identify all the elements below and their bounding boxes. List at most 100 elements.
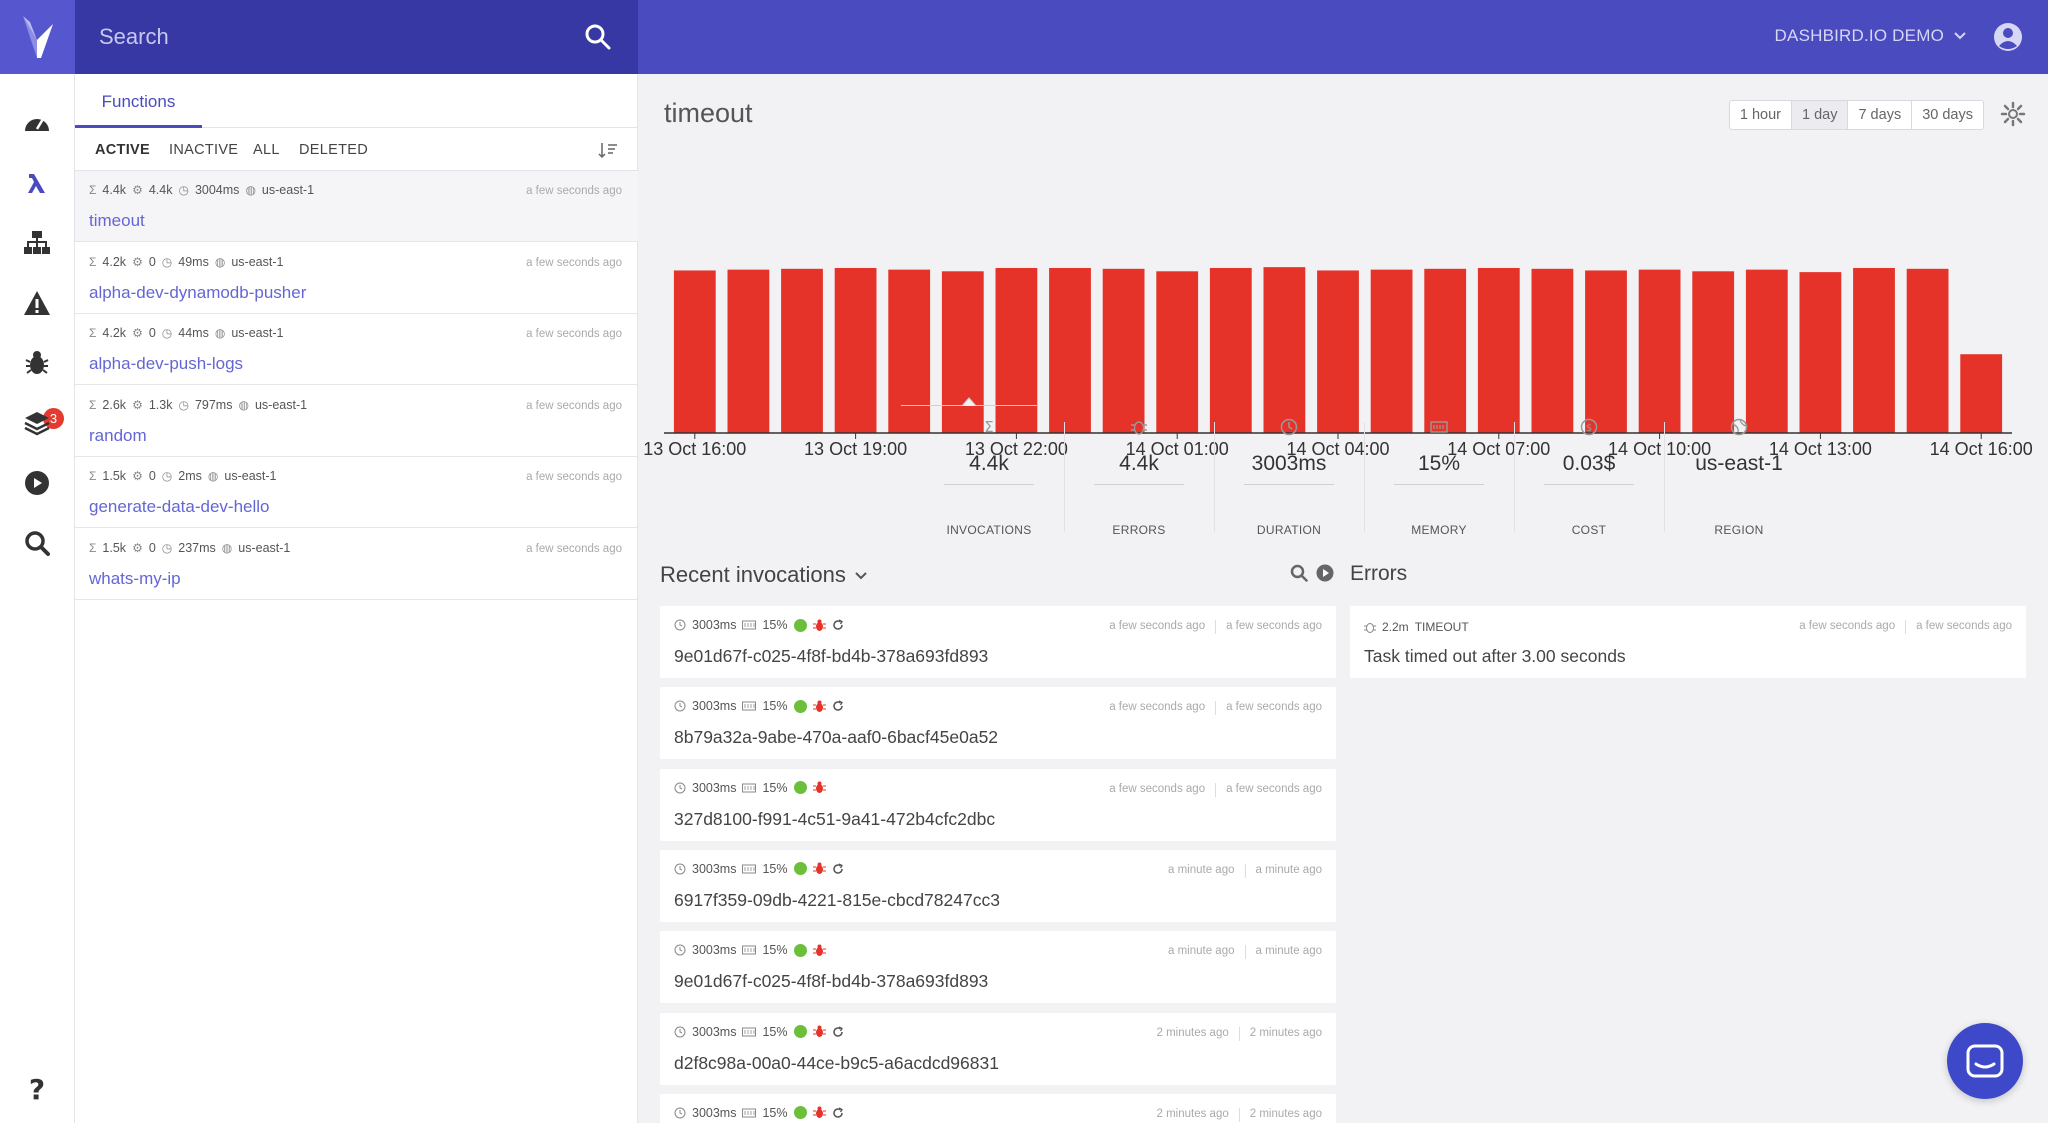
play-circle-icon[interactable] [1316,564,1334,582]
chart-bar[interactable] [1531,268,1574,433]
function-list-item[interactable]: Σ 2.6k ⚙ 1.3k ◷ 797ms ◍ us-east-1 a few seconds … [75,386,638,457]
chart-bar[interactable] [1853,267,1895,433]
architecture-icon[interactable] [22,228,52,258]
range-30-days[interactable]: 30 days [1922,107,1973,123]
metric-duration[interactable]: 3003ms DURATION [1214,406,1364,537]
invocation-card[interactable]: 3003ms 15% 2 minutes ago 2 minutes ago d2f8c… [660,1012,1336,1085]
chart-bar[interactable] [1156,271,1199,433]
metric-value: 3003ms [1251,452,1327,475]
metric-cost[interactable]: $0.03$ COST [1514,406,1664,537]
function-list-item[interactable]: Σ 4.2k ⚙ 0 ◷ 44ms ◍ us-east-1 a few seconds ago a… [75,314,638,385]
metric-underline [1094,484,1184,485]
region: us-east-1 [238,540,291,555]
filter-active[interactable]: ACTIVE [95,142,150,158]
play-circle-icon[interactable] [22,468,52,498]
dashboard-icon[interactable] [22,108,52,138]
invocation-duration: 3003ms [692,861,737,876]
invocation-card[interactable]: 3003ms 15% a few seconds ago a few seconds … [660,768,1336,841]
invocation-times: a few seconds ago a few seconds ago [1109,620,1322,634]
search-icon[interactable] [583,22,613,52]
invocation-card[interactable]: 3003ms 15% a minute ago a minute ago 9e01d67… [660,931,1336,1004]
chart-bar[interactable] [1960,354,2003,433]
function-list-item[interactable]: Σ 4.2k ⚙ 0 ◷ 49ms ◍ us-east-1 a few seconds ago a… [75,243,638,314]
invocation-card[interactable]: 3003ms 15% a few seconds ago a few seconds … [660,606,1336,678]
metric-label: MEMORY [1411,523,1467,537]
errors-title: Errors [1350,562,1408,585]
sort-icon[interactable] [598,140,618,160]
chart-bar[interactable] [1638,269,1681,433]
user-avatar-icon[interactable] [1992,21,2024,53]
metric-memory[interactable]: 15% MEMORY [1364,406,1514,537]
gear-icon[interactable] [2000,101,2026,127]
metric-region[interactable]: us-east-1 REGION [1664,406,1814,537]
page-title: timeout [664,98,753,128]
retry-icon [832,700,843,712]
chart-bar[interactable] [673,270,716,433]
error-card[interactable]: 2.2m TIMEOUT a few seconds ago a few sec… [1350,606,2026,678]
invocation-card[interactable]: 3003ms 15% a few seconds ago a few seconds … [660,687,1336,760]
chart-bar[interactable] [1692,271,1735,433]
filter-inactive[interactable]: INACTIVE [169,142,239,158]
invocation-meta: 3003ms 15% [674,1025,844,1039]
retry-icon [832,1025,843,1037]
metric-invocations[interactable]: Σ 4.4k INVOCATIONS [914,406,1064,537]
metric-label: INVOCATIONS [946,523,1032,537]
chart-bar[interactable] [1317,270,1359,433]
metric-value: 4.4k [1119,452,1159,475]
alert-triangle-icon[interactable] [22,288,52,318]
chart-bar[interactable] [1477,267,1520,433]
search-icon[interactable] [22,528,52,558]
chart-bar[interactable] [1370,269,1413,433]
filter-all[interactable]: ALL [253,142,280,158]
lambda-icon[interactable] [22,168,52,198]
chart-bar[interactable] [1799,272,1842,433]
function-list-item[interactable]: Σ 4.4k ⚙ 4.4k ◷ 3004ms ◍ us-east-1 a few seconds… [75,171,638,242]
chat-button[interactable] [1947,1023,2023,1099]
metric-divider [1664,422,1665,532]
filter-deleted[interactable]: DELETED [299,142,368,158]
error-count: 0 [148,469,156,483]
memory-icon [1430,421,1448,433]
globe-icon: ◍ [245,183,256,197]
region: us-east-1 [231,326,284,340]
chart-bar[interactable] [1209,267,1252,433]
bug-icon[interactable] [22,348,52,378]
chart-bar[interactable] [1102,268,1145,433]
chart-bar[interactable] [1424,268,1467,433]
globe-icon: ◍ [214,254,226,269]
duration: 2ms [178,469,202,483]
account-menu[interactable]: DASHBIRD.IO DEMO [1775,26,1966,46]
range-1-day[interactable]: 1 day [1791,101,1849,129]
clock-icon: ◷ [161,540,173,555]
function-list-item[interactable]: Σ 1.5k ⚙ 0 ◷ 2ms ◍ us-east-1 a few seconds ago ge… [75,457,638,528]
chart-bar[interactable] [781,268,823,433]
search-icon[interactable] [1290,564,1308,582]
function-time: a few seconds ago [526,256,622,269]
chart-bar[interactable] [1049,267,1091,433]
x-tick-label: 13 Oct 16:00 [643,439,746,459]
range-1-hour[interactable]: 1 hour [1730,101,1792,129]
x-tick-label: 14 Oct 04:00 [1286,439,1389,459]
metric-value: 15% [1417,452,1461,475]
chart-bar[interactable] [727,269,770,433]
invocation-card[interactable]: 3003ms 15% 2 minutes ago 2 minutes ago [660,1093,1336,1123]
tab-functions[interactable]: Functions [75,74,202,128]
chart-bar[interactable] [1585,270,1627,433]
metric-errors[interactable]: 4.4k ERRORS [1064,406,1214,537]
range-7-days[interactable]: 7 days [1848,101,1913,129]
error-time-first: a few seconds ago [1799,620,1896,632]
layers-icon[interactable] [22,408,52,438]
chart-bar[interactable] [834,267,877,433]
help-icon[interactable]: ? [28,1072,46,1106]
recent-invocations-title[interactable]: Recent invocations [660,562,868,588]
chart-bar[interactable] [1906,268,1949,433]
chart-bar[interactable] [1263,267,1306,433]
chart-bar[interactable] [1745,269,1788,433]
invocation-card[interactable]: 3003ms 15% a minute ago a minute ago 6917f35… [660,849,1336,922]
chart-bar[interactable] [941,271,984,433]
search-input[interactable] [99,18,559,56]
invocation-memory: 15% [762,618,788,632]
dashbird-logo[interactable] [0,0,75,74]
function-list-item[interactable]: Σ 1.5k ⚙ 0 ◷ 237ms ◍ us-east-1 a few seconds ago… [75,529,638,600]
region: us-east-1 [224,469,277,483]
